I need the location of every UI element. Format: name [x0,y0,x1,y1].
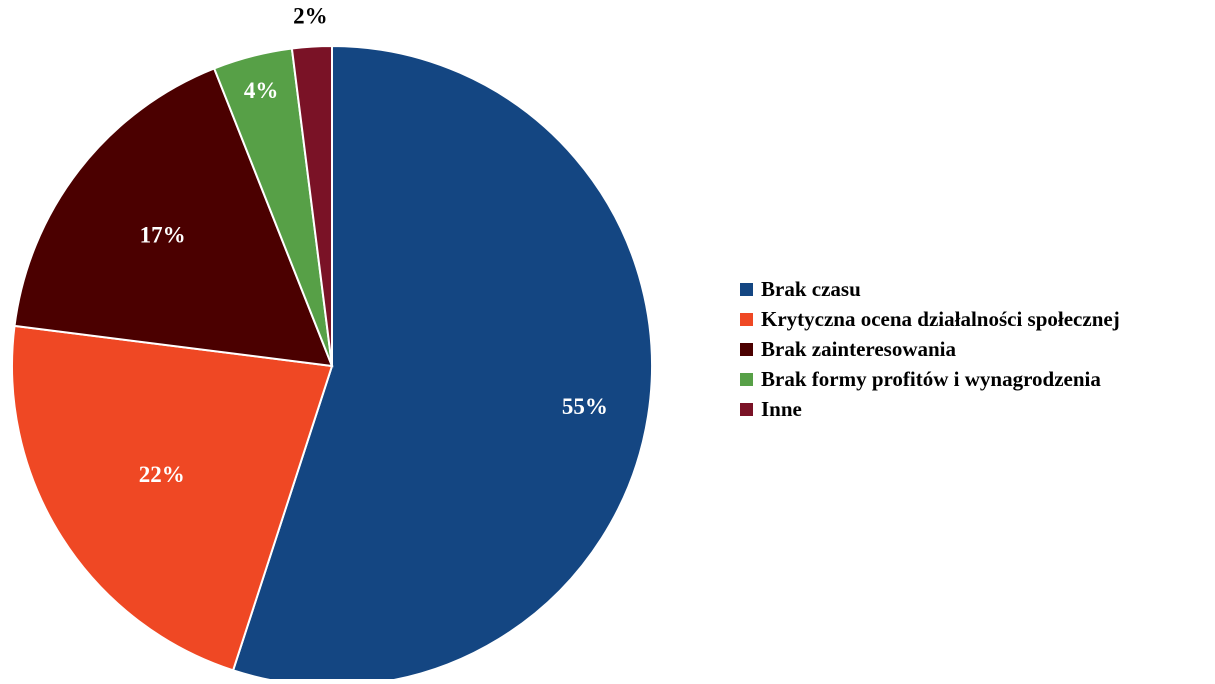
legend-label: Krytyczna ocena działalności społecznej [761,306,1120,331]
data-label: 4% [244,78,279,103]
legend-swatch [740,312,753,326]
legend-swatch [740,372,753,386]
chart-legend: Brak czasu Krytyczna ocena działalności … [740,274,1210,424]
pie-slice-brak-zainteresowania [13,67,334,368]
legend-swatch [740,282,753,296]
legend-item-brak-zainteresowania: Brak zainteresowania [740,334,1210,364]
pie-slice-krytyczna-ocena-dzia-alno-ci-spo-ecznej [11,324,334,672]
pie-slice-inne [290,44,333,367]
legend-item-krytyczna-ocena: Krytyczna ocena działalności społecznej [740,304,1210,334]
legend-item-brak-formy-profitow: Brak formy profitów i wynagrodzenia [740,364,1210,394]
legend-item-inne: Inne [740,394,1210,424]
pie-slices [11,44,653,684]
legend-label: Brak zainteresowania [761,336,957,361]
legend-swatch [740,342,753,356]
legend-label: Brak czasu [761,276,861,301]
pie-data-labels: 55% 22% 17% 4% 2% [139,4,608,487]
data-label: 2% [293,4,328,29]
legend-swatch [740,402,753,416]
data-label: 17% [140,223,186,248]
legend-label: Brak formy profitów i wynagrodzenia [761,366,1101,391]
data-label: 22% [139,462,185,487]
legend-label: Inne [761,396,802,421]
legend-item-brak-czasu: Brak czasu [740,274,1210,304]
data-label: 55% [562,394,608,419]
